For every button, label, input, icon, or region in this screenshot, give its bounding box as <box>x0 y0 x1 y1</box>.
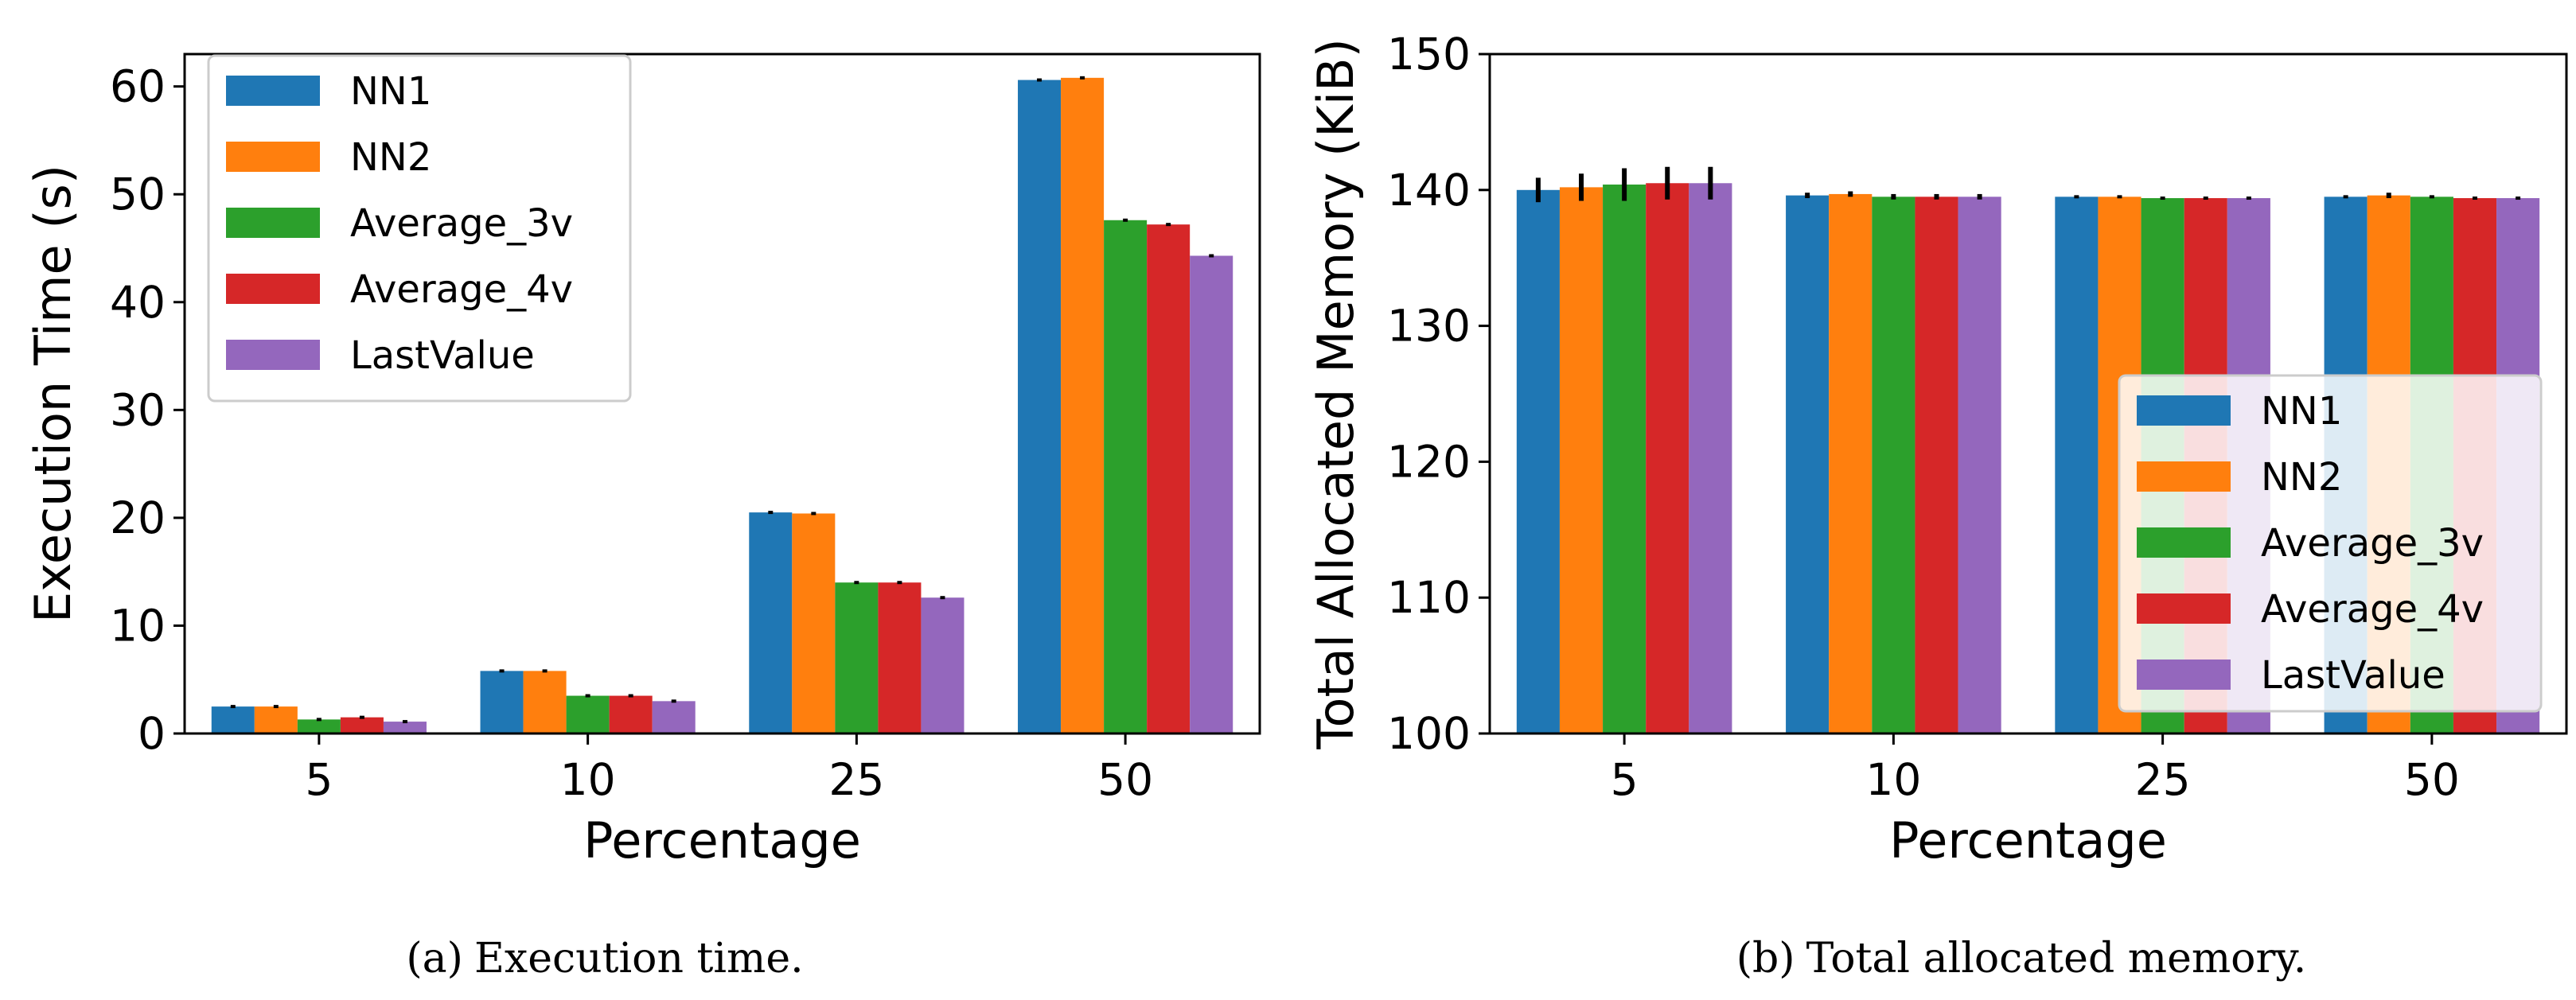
legend-swatch-average-3v <box>226 208 320 238</box>
y-tick-label: 40 <box>110 277 166 328</box>
bar-nn2-5 <box>254 706 298 733</box>
y-tick-label: 130 <box>1387 301 1471 352</box>
caption-tag: (b) <box>1736 935 1795 982</box>
legend-label: NN1 <box>350 69 431 114</box>
plot-frame <box>1488 53 2568 735</box>
y-tick-label: 50 <box>110 169 166 220</box>
legend-label: LastValue <box>350 333 535 378</box>
bar-nn1-5 <box>1516 189 1560 734</box>
caption-text: Total allocated memory. <box>1806 935 2307 982</box>
y-axis-label: Total Allocated Memory (KiB) <box>1307 38 1365 750</box>
x-axis-label: Percentage <box>583 811 861 870</box>
legend-label: Average_4v <box>350 267 573 312</box>
bar-nn1-5 <box>211 706 255 733</box>
legend-label: Average_3v <box>2261 521 2484 566</box>
bar-nn2-10 <box>523 671 567 733</box>
bar-average-4v-5 <box>340 717 384 733</box>
legend-label: Average_3v <box>350 201 573 246</box>
y-tick-label: 20 <box>110 492 166 543</box>
legend-label: NN1 <box>2261 389 2342 434</box>
legend-swatch-nn2 <box>2137 461 2231 492</box>
figure-caption: (b) Total allocated memory. <box>1736 935 2307 982</box>
bar-average-3v-5 <box>297 719 341 733</box>
bar-nn2-50 <box>1061 77 1105 734</box>
y-tick-label: 120 <box>1387 436 1471 487</box>
bar-lastvalue-5 <box>383 722 427 733</box>
legend-label: LastValue <box>2261 653 2445 698</box>
y-tick-label: 0 <box>138 708 166 759</box>
bar-average-3v-50 <box>1104 220 1148 733</box>
bar-nn1-10 <box>1786 195 1830 733</box>
legend-swatch-average-3v <box>2137 527 2231 558</box>
x-tick-label: 50 <box>2404 754 2460 805</box>
bar-average-4v-5 <box>1646 183 1689 733</box>
x-tick-label: 10 <box>560 754 616 805</box>
y-tick-label: 140 <box>1387 165 1471 216</box>
y-tick-label: 60 <box>110 61 166 112</box>
legend-swatch-nn1 <box>2137 395 2231 426</box>
legend-swatch-nn1 <box>226 76 320 106</box>
x-tick-label: 10 <box>1865 754 1921 805</box>
x-tick-label: 5 <box>1611 754 1639 805</box>
y-tick-label: 110 <box>1387 572 1471 623</box>
bar-lastvalue-5 <box>1689 183 1732 733</box>
bar-lastvalue-10 <box>1958 196 2001 734</box>
bar-nn2-5 <box>1559 187 1604 733</box>
bar-lastvalue-50 <box>1190 255 1233 733</box>
bar-nn1-10 <box>480 671 524 733</box>
bar-average-3v-10 <box>566 695 610 733</box>
bar-average-3v-25 <box>835 582 879 733</box>
bar-nn2-25 <box>792 513 836 733</box>
y-tick-label: 150 <box>1387 29 1471 80</box>
legend-label: NN2 <box>350 135 431 180</box>
legend-swatch-average-4v <box>226 274 320 304</box>
bar-nn1-25 <box>749 512 793 733</box>
bar-average-4v-10 <box>609 695 653 733</box>
caption-text: Execution time. <box>474 935 804 982</box>
caption-tag: (a) <box>406 935 463 982</box>
x-tick-label: 25 <box>828 754 884 805</box>
x-tick-label: 25 <box>2135 754 2191 805</box>
legend-label: Average_4v <box>2261 587 2484 632</box>
bar-average-3v-10 <box>1872 196 1915 734</box>
x-axis-label: Percentage <box>1889 811 2167 870</box>
bar-average-4v-10 <box>1915 196 1958 734</box>
bar-nn1-50 <box>1018 80 1062 734</box>
y-tick-label: 30 <box>110 384 166 435</box>
bar-lastvalue-10 <box>652 701 696 733</box>
legend-swatch-lastvalue <box>226 340 320 370</box>
y-tick-label: 10 <box>110 600 166 651</box>
legend-box <box>2118 374 2543 713</box>
legend-label: NN2 <box>2261 455 2342 500</box>
legend-swatch-nn2 <box>226 142 320 172</box>
bar-nn1-25 <box>2055 196 2099 734</box>
bar-average-3v-5 <box>1603 184 1647 733</box>
bar-average-4v-25 <box>878 582 922 733</box>
bar-nn2-10 <box>1829 193 1873 733</box>
y-axis-label: Execution Time (s) <box>24 165 82 623</box>
legend-swatch-lastvalue <box>2137 660 2231 690</box>
bar-lastvalue-25 <box>921 597 965 733</box>
legend-swatch-average-4v <box>2137 593 2231 624</box>
x-tick-label: 50 <box>1097 754 1153 805</box>
figure-caption: (a) Execution time. <box>406 935 803 982</box>
plot-frame <box>183 53 1261 735</box>
y-tick-label: 100 <box>1387 708 1471 759</box>
bar-average-4v-50 <box>1147 224 1191 734</box>
x-tick-label: 5 <box>305 754 333 805</box>
